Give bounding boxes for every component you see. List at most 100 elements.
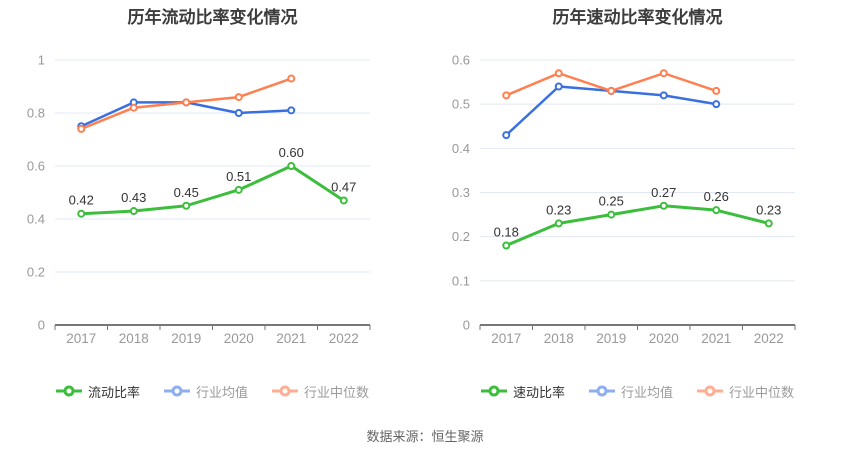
y-tick-label: 0.4 xyxy=(452,141,470,156)
chart-legend: 流动比率 行业均值 行业中位数 xyxy=(0,382,425,400)
data-point xyxy=(234,93,243,102)
y-tick-label: 0.4 xyxy=(27,212,45,227)
legend-item-industry-mean[interactable]: 行业均值 xyxy=(588,382,673,401)
x-tick-label: 2018 xyxy=(119,331,149,346)
chart-current-ratio: 历年流动比率变化情况 0 0.2 0.4 0.6 0.8 1 2017 2018 2019 202… xyxy=(0,0,425,400)
data-point-label: 0.45 xyxy=(174,185,199,200)
gridlines xyxy=(55,59,370,273)
legend-label: 速动比率 xyxy=(512,384,565,400)
data-point-label: 0.43 xyxy=(121,190,146,205)
line-marker-icon xyxy=(697,385,723,397)
legend-label: 行业均值 xyxy=(195,384,248,400)
data-point xyxy=(339,196,348,205)
legend-label: 行业均值 xyxy=(620,384,673,400)
line-marker-icon xyxy=(480,385,507,397)
legend-item-industry-mean[interactable]: 行业均值 xyxy=(163,382,248,401)
legend-item-quick-ratio[interactable]: 速动比率 xyxy=(480,382,565,401)
data-point xyxy=(287,106,296,115)
data-point xyxy=(502,91,511,100)
data-point xyxy=(712,86,721,95)
y-tick-label: 0 xyxy=(38,318,45,333)
data-point xyxy=(77,209,86,218)
data-point xyxy=(234,109,243,117)
y-tick-label: 0.6 xyxy=(452,53,470,68)
line-chart-canvas: 0 0.1 0.2 0.3 0.4 0.5 0.6 2017 2018 2019 2020 2021 2… xyxy=(452,53,796,346)
data-point xyxy=(764,219,773,228)
data-point xyxy=(182,98,191,107)
data-point xyxy=(234,185,243,194)
y-tick-label: 0.2 xyxy=(452,229,470,244)
chart-quick-ratio: 历年速动比率变化情况 0 0.1 0.2 0.3 0.4 0.5 0.6 2017 2018 20… xyxy=(425,0,850,400)
data-point xyxy=(554,82,563,91)
data-point xyxy=(182,201,191,210)
data-point-label: 0.18 xyxy=(494,225,519,240)
data-point xyxy=(554,69,563,78)
legend-item-industry-median[interactable]: 行业中位数 xyxy=(272,382,369,401)
y-tick-label: 0.1 xyxy=(452,273,470,288)
data-point xyxy=(129,103,138,112)
line-marker-icon xyxy=(163,385,190,397)
x-tick-label: 2017 xyxy=(491,331,521,346)
x-tick-label: 2021 xyxy=(276,331,306,346)
line-chart-canvas: 0 0.2 0.4 0.6 0.8 1 2017 2018 2019 2020 2021 2022 0.… xyxy=(27,53,371,346)
data-point xyxy=(129,207,138,216)
y-tick-label: 0 xyxy=(463,318,470,333)
y-tick-label: 0.5 xyxy=(452,97,470,112)
x-tick-label: 2019 xyxy=(171,331,201,346)
chart-title: 历年流动比率变化情况 xyxy=(127,8,298,27)
series-line xyxy=(77,74,296,133)
data-point xyxy=(712,100,721,109)
line-marker-icon xyxy=(55,385,82,397)
data-point xyxy=(77,124,86,133)
y-tick-label: 0.2 xyxy=(27,265,45,280)
data-point xyxy=(502,131,511,140)
y-tick-label: 0.3 xyxy=(452,185,470,200)
data-source: 数据来源：恒生聚源 xyxy=(366,429,484,444)
legend-label: 行业中位数 xyxy=(729,384,795,400)
line-marker-icon xyxy=(272,385,298,397)
charts-row: 历年流动比率变化情况 0 0.2 0.4 0.6 0.8 1 2017 2018 2019 202… xyxy=(0,0,850,400)
y-tick-label: 1 xyxy=(38,53,45,68)
data-point xyxy=(607,210,616,219)
chart-title: 历年速动比率变化情况 xyxy=(552,8,723,27)
data-point xyxy=(607,86,616,95)
legend-label: 行业中位数 xyxy=(304,384,370,400)
x-tick-label: 2018 xyxy=(544,331,574,346)
data-point-label: 0.60 xyxy=(279,145,304,160)
line-marker-icon xyxy=(588,385,615,397)
data-point xyxy=(287,74,296,83)
legend-item-industry-median[interactable]: 行业中位数 xyxy=(697,382,794,401)
x-tick-label: 2017 xyxy=(66,331,96,346)
legend-label: 流动比率 xyxy=(87,384,140,400)
x-tick-label: 2020 xyxy=(649,331,679,346)
gridlines xyxy=(480,59,795,282)
data-point xyxy=(287,162,296,170)
series-line: 0.18 0.23 0.25 0.27 0.26 0.23 xyxy=(494,185,781,250)
data-point-label: 0.25 xyxy=(599,194,624,209)
data-point-label: 0.51 xyxy=(226,169,251,184)
x-tick-label: 2020 xyxy=(224,331,254,346)
data-point xyxy=(659,201,668,210)
data-point xyxy=(659,91,668,100)
series-line xyxy=(502,69,721,100)
x-tick-label: 2022 xyxy=(754,331,784,346)
data-point-label: 0.42 xyxy=(69,193,94,208)
y-tick-label: 0.8 xyxy=(27,106,45,121)
x-axis xyxy=(54,324,371,330)
legend-item-current-ratio[interactable]: 流动比率 xyxy=(55,382,140,401)
data-point-label: 0.47 xyxy=(331,179,356,194)
x-tick-label: 2022 xyxy=(329,331,359,346)
y-tick-label: 0.6 xyxy=(27,159,45,174)
x-tick-label: 2021 xyxy=(701,331,731,346)
chart-legend: 速动比率 行业均值 行业中位数 xyxy=(425,382,850,400)
data-point xyxy=(502,241,511,250)
data-point-label: 0.26 xyxy=(704,189,729,204)
data-point xyxy=(712,206,721,215)
data-point-label: 0.23 xyxy=(546,202,571,217)
data-point-label: 0.27 xyxy=(651,185,676,200)
data-point xyxy=(554,219,563,228)
x-axis xyxy=(479,324,796,330)
data-point-label: 0.23 xyxy=(756,202,781,217)
series-line: 0.42 0.43 0.45 0.51 0.60 0.47 xyxy=(69,145,356,218)
data-point xyxy=(659,69,668,78)
